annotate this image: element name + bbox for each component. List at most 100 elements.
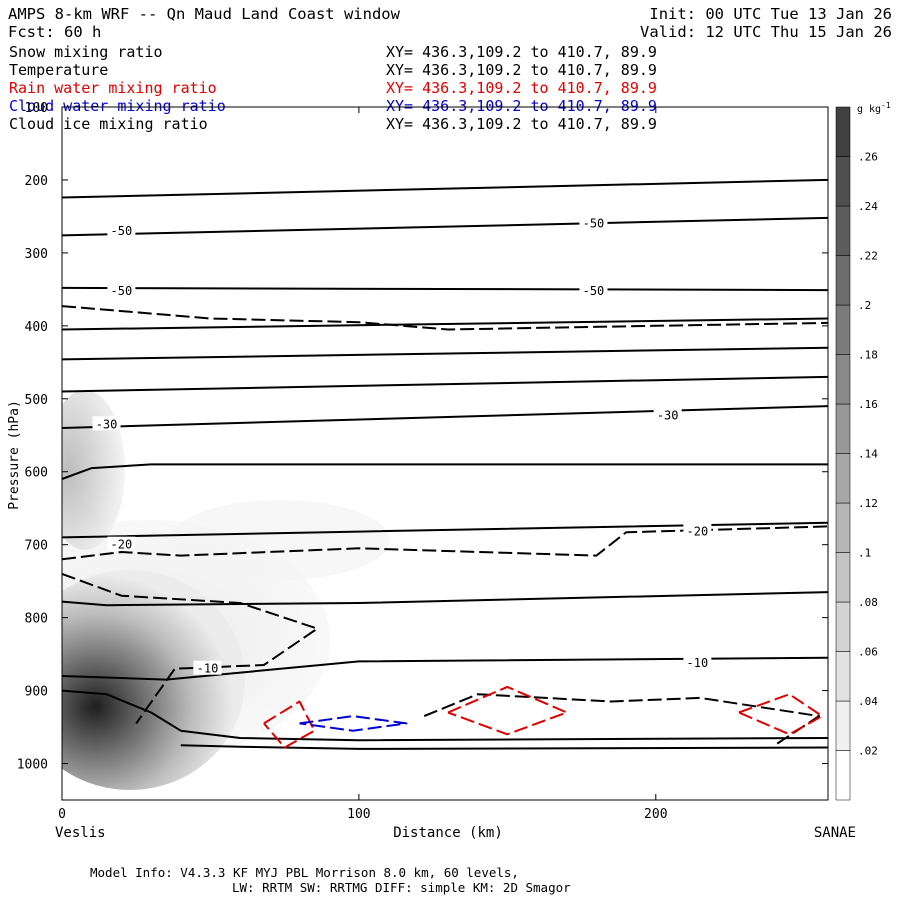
isotherm-label-bg — [653, 407, 682, 422]
isotherm-label-bg — [107, 282, 136, 297]
colorbar-swatch — [835, 601, 851, 652]
isotherm-label-bg — [107, 223, 136, 238]
dashed-contour — [263, 700, 316, 749]
field-legend: Snow mixing ratio XY= 436.3,109.2 to 410.… — [9, 43, 657, 133]
snow-shading — [62, 390, 390, 790]
colorbar-swatch — [835, 304, 851, 355]
isotherm-line — [62, 317, 828, 331]
x-tick-label: 100 — [347, 807, 370, 822]
model-info: Model Info: V4.3.3 KF MYJ PBL Morrison 8… — [90, 865, 519, 880]
colorbar-tick-label: .06 — [858, 646, 878, 659]
colorbar-tick-label: .2 — [858, 299, 871, 312]
isotherm-line — [62, 591, 828, 607]
colorbar-tick-label: .1 — [858, 547, 871, 560]
legend-label: Rain water mixing ratio — [9, 79, 217, 97]
y-tick-label: 500 — [25, 393, 48, 408]
isotherm-line — [62, 521, 828, 539]
y-tick-label: 400 — [25, 320, 48, 335]
colorbar-tick-label: .08 — [858, 596, 878, 609]
isotherm-label: -50 — [583, 217, 605, 231]
forecast-hour: Fcst: 60 h — [8, 23, 101, 41]
isotherm-line — [62, 216, 828, 237]
colorbar-swatch — [835, 205, 851, 256]
colorbar-swatch — [835, 255, 851, 306]
isotherm-label-bg — [683, 523, 712, 538]
isotherm-label-bg — [579, 215, 608, 230]
y-tick-label: 600 — [25, 466, 48, 481]
legend-xy: XY= 436.3,109.2 to 410.7, 89.9 — [386, 43, 657, 61]
colorbar-tick-label: .14 — [858, 448, 878, 461]
colorbar-swatch — [835, 750, 851, 801]
colorbar: .02 .04 .06 .08 .1 .12 .14 .16 .18 .2 .22 .24 .26 — [835, 106, 878, 801]
isotherm-line — [62, 286, 828, 292]
isotherm-label: -50 — [583, 284, 605, 298]
dashed-contour — [447, 685, 568, 736]
x-end-label-left: Veslis — [55, 825, 106, 841]
x-tick-label: 0 — [58, 807, 66, 822]
x-axis-label: Distance (km) — [393, 825, 503, 841]
y-axis-label: Pressure (hPa) — [7, 400, 22, 510]
isotherm-line — [62, 405, 828, 429]
isotherm-label-bg — [579, 282, 608, 297]
isotherm-label: -50 — [111, 224, 133, 238]
isotherm-label: -10 — [197, 662, 219, 676]
colorbar-units-exp: -1 — [881, 101, 891, 110]
dashed-contour — [62, 525, 828, 561]
legend-xy: XY= 436.3,109.2 to 410.7, 89.9 — [386, 79, 657, 97]
contour-lines — [62, 178, 828, 750]
plot-frame — [61, 106, 829, 801]
isotherm-line — [62, 689, 828, 742]
legend-xy: XY= 436.3,109.2 to 410.7, 89.9 — [386, 97, 657, 115]
colorbar-tick-label: .22 — [858, 250, 878, 263]
y-tick-label: 800 — [25, 612, 48, 627]
legend-xy: XY= 436.3,109.2 to 410.7, 89.9 — [386, 61, 657, 79]
isotherm-label-bg — [683, 654, 712, 669]
isotherm-label: -30 — [96, 417, 118, 431]
legend-label: Temperature — [9, 61, 108, 79]
isotherm-label-bg — [92, 416, 121, 431]
x-tick-label: 200 — [644, 807, 667, 822]
colorbar-units: g kg-1 — [857, 101, 891, 115]
isotherm-line — [62, 346, 828, 361]
isotherm-line — [62, 656, 828, 681]
dashed-contour — [62, 572, 319, 724]
colorbar-tick-label: .04 — [858, 695, 878, 708]
isotherm-label: -10 — [687, 656, 709, 670]
colorbar-swatch — [835, 651, 851, 702]
y-tick-label: 100 — [25, 101, 48, 116]
legend-label: Cloud ice mixing ratio — [9, 115, 208, 133]
colorbar-swatch — [835, 403, 851, 454]
colorbar-swatch — [835, 156, 851, 207]
init-time: Init: 00 UTC Tue 13 Jan 26 — [649, 5, 892, 23]
colorbar-swatch — [835, 354, 851, 405]
x-end-label-right: SANAE — [814, 825, 856, 841]
colorbar-tick-label: .18 — [858, 349, 878, 362]
isotherm-label: -20 — [687, 525, 709, 539]
y-tick-label: 200 — [25, 174, 48, 189]
colorbar-swatch — [835, 106, 851, 157]
y-tick-label: 700 — [25, 539, 48, 554]
y-tick-label: 1000 — [17, 758, 48, 773]
legend-label: Cloud water mixing ratio — [9, 97, 226, 115]
colorbar-tick-label: .02 — [858, 745, 878, 758]
colorbar-tick-label: .16 — [858, 398, 878, 411]
dashed-contour — [299, 715, 408, 732]
isotherm-labels: -50 -50 -50 -50 -30 -30 -20 -20 -10 -10 — [92, 215, 712, 676]
colorbar-tick-label: .24 — [858, 200, 878, 213]
legend-xy: XY= 436.3,109.2 to 410.7, 89.9 — [386, 115, 657, 133]
isotherm-line — [62, 463, 828, 480]
isotherm-label: -50 — [111, 284, 133, 298]
model-physics: LW: RRTM SW: RRTMG DIFF: simple KM: 2D S… — [232, 880, 571, 895]
colorbar-tick-label: .26 — [858, 151, 878, 164]
colorbar-tick-label: .12 — [858, 497, 878, 510]
isotherm-label-bg — [107, 536, 136, 551]
colorbar-swatch — [835, 502, 851, 553]
y-axis: 100 200 300 400 500 600 700 800 900 1000 — [17, 101, 828, 773]
isotherm-label: -20 — [111, 538, 133, 552]
y-tick-label: 900 — [25, 685, 48, 700]
isotherm-label-bg — [193, 660, 222, 675]
colorbar-swatch — [835, 552, 851, 603]
y-tick-label: 300 — [25, 247, 48, 262]
colorbar-units-base: g kg — [857, 104, 881, 115]
